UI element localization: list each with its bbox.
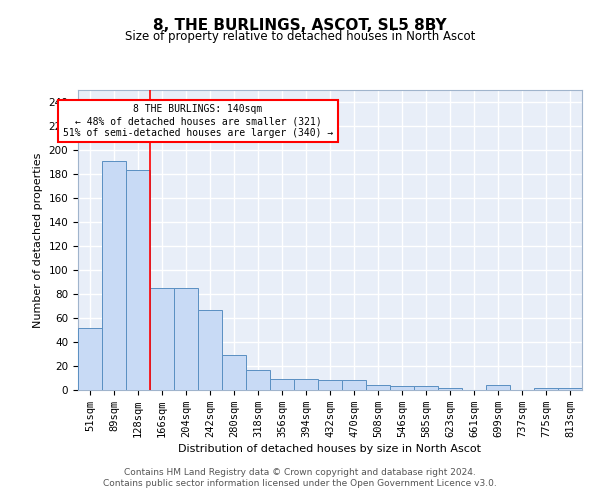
- Bar: [414, 386, 438, 390]
- Bar: [366, 385, 390, 390]
- Text: Size of property relative to detached houses in North Ascot: Size of property relative to detached ho…: [125, 30, 475, 43]
- Bar: [150, 288, 174, 390]
- Bar: [294, 379, 318, 390]
- Bar: [438, 388, 462, 390]
- Y-axis label: Number of detached properties: Number of detached properties: [33, 152, 43, 328]
- Bar: [390, 386, 414, 390]
- Bar: [78, 328, 102, 390]
- Bar: [486, 385, 510, 390]
- Bar: [270, 379, 294, 390]
- Bar: [198, 310, 222, 390]
- Bar: [126, 170, 150, 390]
- Bar: [174, 288, 198, 390]
- Bar: [318, 380, 342, 390]
- Bar: [246, 370, 270, 390]
- Bar: [222, 355, 246, 390]
- Text: 8 THE BURLINGS: 140sqm
← 48% of detached houses are smaller (321)
51% of semi-de: 8 THE BURLINGS: 140sqm ← 48% of detached…: [63, 104, 333, 138]
- Bar: [534, 388, 558, 390]
- X-axis label: Distribution of detached houses by size in North Ascot: Distribution of detached houses by size …: [179, 444, 482, 454]
- Text: 8, THE BURLINGS, ASCOT, SL5 8BY: 8, THE BURLINGS, ASCOT, SL5 8BY: [153, 18, 447, 32]
- Text: Contains HM Land Registry data © Crown copyright and database right 2024.
Contai: Contains HM Land Registry data © Crown c…: [103, 468, 497, 487]
- Bar: [102, 161, 126, 390]
- Bar: [558, 388, 582, 390]
- Bar: [342, 380, 366, 390]
